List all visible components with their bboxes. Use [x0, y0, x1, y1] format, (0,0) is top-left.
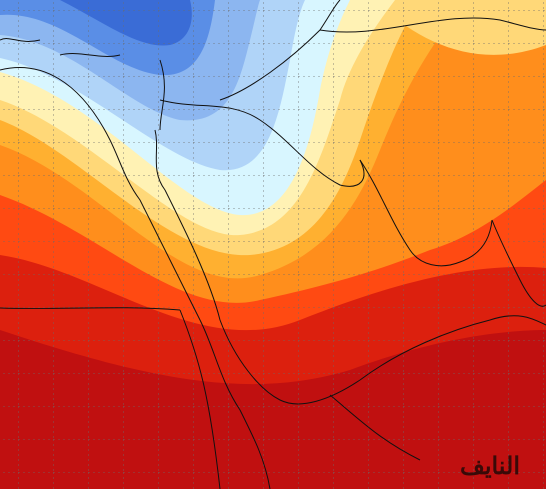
watermark: النايف [460, 451, 520, 480]
